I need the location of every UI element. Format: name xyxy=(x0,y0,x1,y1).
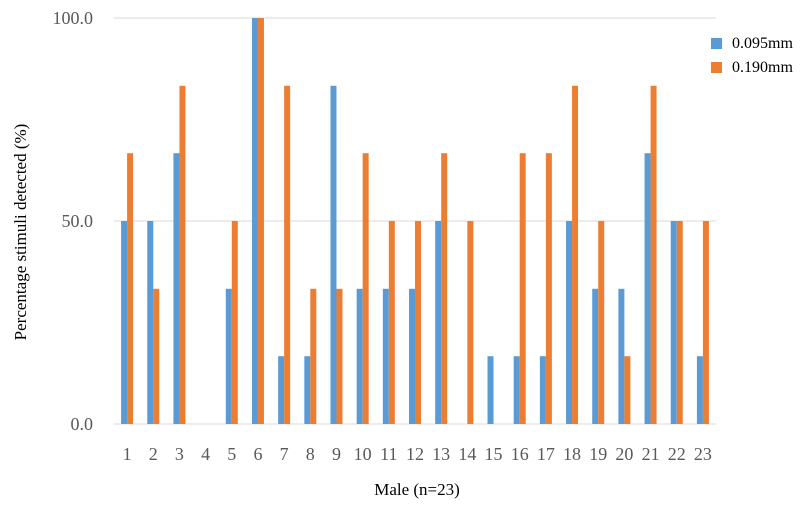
bar-0095mm-cat-6 xyxy=(251,18,258,424)
bar-0095mm-cat-10 xyxy=(356,288,363,424)
x-tick-label: 15 xyxy=(485,444,503,464)
x-tick-label: 2 xyxy=(149,444,158,464)
x-tick-label: 18 xyxy=(563,444,581,464)
bar-0095mm-cat-16 xyxy=(513,356,520,424)
bar-0190mm-cat-17 xyxy=(545,153,552,424)
x-tick-label: 16 xyxy=(511,444,529,464)
bar-0095mm-cat-5 xyxy=(225,288,232,424)
x-tick-label: 21 xyxy=(642,444,660,464)
x-axis-label: Male (n=23) xyxy=(374,480,460,499)
bar-0190mm-cat-3 xyxy=(179,85,186,424)
legend-swatch-0190mm xyxy=(711,62,722,73)
x-tick-label: 8 xyxy=(306,444,315,464)
bar-0095mm-cat-18 xyxy=(566,221,573,424)
x-tick-label: 11 xyxy=(380,444,397,464)
bar-0190mm-cat-13 xyxy=(441,153,448,424)
bar-0190mm-cat-12 xyxy=(415,221,421,424)
x-tick-label: 3 xyxy=(175,444,184,464)
bars xyxy=(121,18,709,424)
legend-label-0190mm: 0.190mm xyxy=(732,59,793,76)
x-tick-label: 17 xyxy=(537,444,555,464)
bar-0095mm-cat-8 xyxy=(304,356,311,424)
bar-0190mm-cat-9 xyxy=(336,288,343,424)
bar-0095mm-cat-22 xyxy=(670,221,677,424)
bar-0190mm-cat-7 xyxy=(284,85,291,424)
x-tick-label: 22 xyxy=(668,444,686,464)
x-tick-label: 13 xyxy=(432,444,450,464)
y-axis-label: Percentage stimuli detected (%) xyxy=(11,124,30,341)
x-tick-label: 12 xyxy=(406,444,424,464)
bar-0190mm-cat-14 xyxy=(467,221,474,424)
bar-0095mm-cat-11 xyxy=(382,288,389,424)
x-tick-label: 5 xyxy=(227,444,236,464)
x-tick-label: 19 xyxy=(589,444,607,464)
bar-0190mm-cat-5 xyxy=(231,221,238,424)
bar-0095mm-cat-13 xyxy=(435,221,442,424)
bar-0095mm-cat-7 xyxy=(278,356,285,424)
x-axis-ticks: 1 2 3 4 5 6 7 8 9 10 11 12 13 14 15 16 17 18 19 20 21 22 23 xyxy=(123,444,712,464)
bar-0190mm-cat-16 xyxy=(519,153,526,424)
bar-0190mm-cat-23 xyxy=(702,221,709,424)
bar-0190mm-cat-10 xyxy=(362,153,369,424)
x-tick-label: 1 xyxy=(123,444,132,464)
x-tick-label: 14 xyxy=(458,444,476,464)
bar-0095mm-cat-9 xyxy=(330,85,337,424)
bar-0095mm-cat-12 xyxy=(409,288,415,424)
y-axis-ticks: 0.0 50.0 100.0 xyxy=(53,8,94,434)
bar-0095mm-cat-15 xyxy=(487,356,494,424)
bar-0095mm-cat-20 xyxy=(618,288,625,424)
legend-swatch-0095mm xyxy=(711,38,722,49)
bar-0190mm-cat-8 xyxy=(310,288,317,424)
bar-0095mm-cat-1 xyxy=(121,221,128,424)
bar-0095mm-cat-17 xyxy=(539,356,546,424)
bar-0190mm-cat-6 xyxy=(257,18,264,424)
bar-0190mm-cat-19 xyxy=(598,221,605,424)
x-tick-label: 10 xyxy=(354,444,372,464)
legend: 0.095mm 0.190mm xyxy=(711,35,793,76)
y-tick-label: 0.0 xyxy=(71,414,94,434)
bar-0190mm-cat-22 xyxy=(676,221,683,424)
legend-label-0095mm: 0.095mm xyxy=(732,35,793,52)
y-tick-label: 50.0 xyxy=(62,211,94,231)
bar-0190mm-cat-1 xyxy=(127,153,134,424)
bar-0190mm-cat-2 xyxy=(153,288,160,424)
bar-0095mm-cat-2 xyxy=(147,221,154,424)
x-tick-label: 23 xyxy=(694,444,712,464)
x-tick-label: 6 xyxy=(253,444,262,464)
bar-0190mm-cat-20 xyxy=(624,356,631,424)
x-tick-label: 4 xyxy=(201,444,210,464)
bar-0095mm-cat-21 xyxy=(644,153,651,424)
y-tick-label: 100.0 xyxy=(53,8,94,28)
bar-0190mm-cat-11 xyxy=(388,221,395,424)
bar-0095mm-cat-19 xyxy=(592,288,599,424)
bar-0095mm-cat-3 xyxy=(173,153,180,424)
bar-0190mm-cat-18 xyxy=(572,85,579,424)
gridlines xyxy=(114,17,716,222)
x-tick-label: 9 xyxy=(332,444,341,464)
x-tick-label: 7 xyxy=(280,444,289,464)
x-tick-label: 20 xyxy=(615,444,633,464)
bar-0095mm-cat-23 xyxy=(696,356,703,424)
bar-0190mm-cat-21 xyxy=(650,85,657,424)
